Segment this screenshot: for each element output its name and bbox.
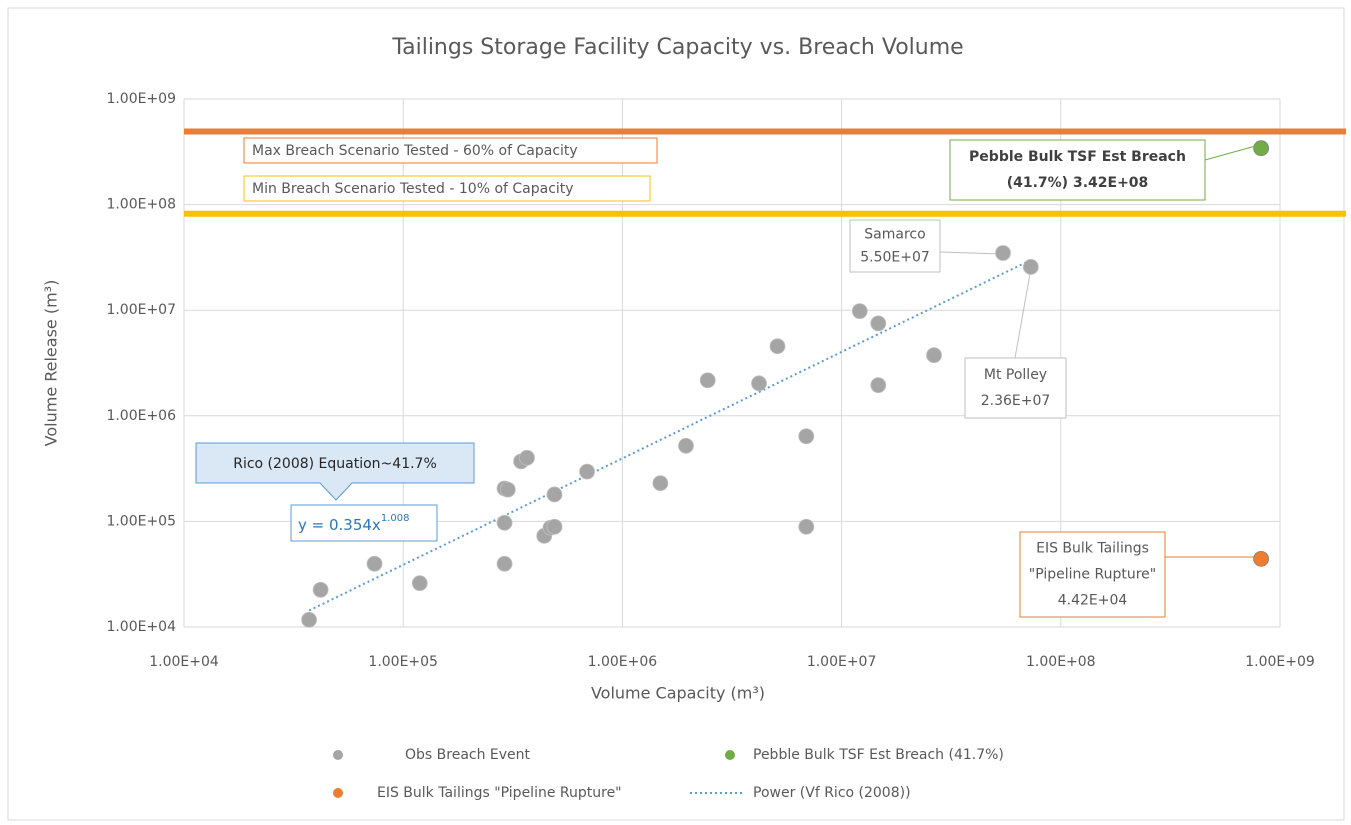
x-tick-label: 1.00E+06	[588, 654, 658, 670]
x-tick-label: 1.00E+07	[807, 654, 877, 670]
data-point	[798, 428, 815, 445]
legend-label: EIS Bulk Tailings "Pipeline Rupture"	[377, 785, 622, 801]
data-point	[995, 245, 1011, 261]
data-point	[870, 377, 887, 394]
data-point	[678, 437, 694, 454]
data-point	[496, 555, 513, 572]
legend-marker	[333, 788, 343, 798]
legend-label: Power (Vf Rico (2008))	[753, 785, 911, 801]
data-point	[1253, 550, 1270, 567]
data-point	[546, 486, 563, 503]
data-point	[926, 347, 942, 364]
y-tick-label: 1.00E+09	[106, 91, 176, 107]
legend-label: Obs Breach Event	[405, 747, 531, 763]
callout-text: 5.50E+07	[860, 249, 930, 265]
callout-box	[1019, 531, 1166, 618]
callout-box	[949, 139, 1206, 201]
callout-leader	[1204, 144, 1260, 161]
callout-box	[849, 219, 941, 273]
y-tick-label: 1.00E+06	[106, 408, 176, 424]
data-point	[798, 518, 815, 535]
scenario-label: Max Breach Scenario Tested - 60% of Capa…	[252, 143, 578, 159]
legend-marker	[333, 750, 343, 760]
y-tick-label: 1.00E+05	[106, 513, 176, 529]
data-point	[499, 481, 516, 498]
y-tick-label: 1.00E+04	[106, 619, 176, 635]
data-point	[579, 463, 595, 480]
data-point	[769, 338, 786, 355]
callout-leader	[1014, 267, 1032, 359]
equation-exponent: 1.008	[381, 513, 410, 524]
callout-box	[964, 357, 1067, 419]
callout-text: 2.36E+07	[981, 393, 1051, 409]
data-point	[870, 315, 887, 332]
data-point	[751, 375, 767, 392]
data-point	[546, 518, 563, 535]
chart-title: Tailings Storage Facility Capacity vs. B…	[391, 35, 963, 60]
trendline	[308, 259, 1032, 612]
x-axis-label: Volume Capacity (m³)	[591, 684, 765, 703]
y-tick-label: 1.00E+07	[106, 302, 176, 318]
equation-box	[290, 504, 438, 542]
data-point	[1253, 140, 1270, 157]
trend-equation: y = 0.354x1.008	[298, 513, 409, 534]
data-point	[851, 303, 868, 320]
callout-text: (41.7%) 3.42E+08	[1007, 175, 1149, 191]
callout-text: Samarco	[864, 227, 925, 243]
callout-text: Pebble Bulk TSF Est Breach	[969, 149, 1186, 165]
callout-text: "Pipeline Rupture"	[1029, 567, 1156, 583]
callout-text: Mt Polley	[984, 367, 1047, 383]
callout-text: EIS Bulk Tailings	[1036, 541, 1149, 557]
data-point	[519, 449, 535, 466]
equation-base: y = 0.354x	[298, 516, 381, 534]
legend-marker	[725, 750, 735, 760]
data-point	[1022, 259, 1039, 275]
x-tick-label: 1.00E+09	[1245, 654, 1315, 670]
y-axis-label: Volume Release (m³)	[42, 280, 61, 447]
callout-leader	[939, 251, 1004, 255]
x-tick-label: 1.00E+05	[368, 654, 438, 670]
scenario-label: Min Breach Scenario Tested - 10% of Capa…	[252, 181, 574, 197]
x-tick-label: 1.00E+08	[1026, 654, 1096, 670]
data-point	[652, 475, 669, 492]
scenario-label-box	[243, 137, 658, 164]
data-point	[312, 581, 329, 598]
y-tick-label: 1.00E+08	[106, 197, 176, 213]
data-point	[366, 555, 383, 572]
data-point	[496, 514, 513, 531]
callout-text: 4.42E+04	[1058, 592, 1128, 608]
legend-label: Pebble Bulk TSF Est Breach (41.7%)	[753, 747, 1004, 763]
data-point	[699, 372, 716, 389]
data-point	[301, 611, 317, 628]
data-point	[411, 575, 428, 592]
x-tick-label: 1.00E+04	[149, 654, 219, 670]
scenario-label-box	[243, 175, 651, 202]
rico-label: Rico (2008) Equation~41.7%	[233, 456, 437, 472]
rico-callout	[195, 442, 475, 501]
